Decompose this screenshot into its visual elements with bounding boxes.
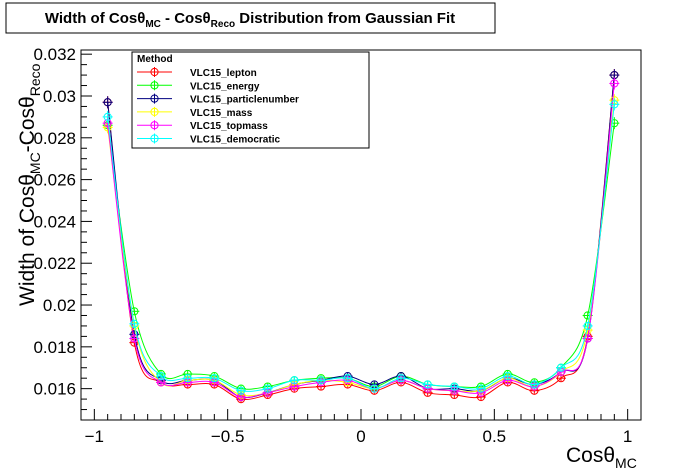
x-axis-label: CosθMC [566, 444, 637, 471]
legend-entry-label: VLC15_particlenumber [190, 95, 299, 106]
data-point [343, 374, 352, 383]
data-point [450, 382, 459, 391]
y-tick-label: 0.018 [33, 338, 76, 357]
data-point [236, 386, 246, 395]
y-tick-label: 0.02 [43, 296, 76, 315]
data-point [370, 384, 379, 393]
data-point [503, 372, 512, 381]
legend-entry-label: VLC15_mass [190, 108, 253, 119]
legend-swatch-marker [150, 94, 159, 103]
y-tick-label: 0.022 [33, 254, 76, 273]
y-tick-label: 0.026 [33, 171, 76, 190]
title-box [5, 2, 496, 34]
legend-swatch-marker [150, 107, 159, 117]
series-line-VLC15_democratic [107, 104, 615, 392]
legend-entry-label: VLC15_topmass [190, 121, 268, 132]
y-tick-label: 0.016 [33, 380, 76, 399]
data-point [583, 334, 592, 343]
data-point [103, 98, 112, 107]
data-point [530, 380, 539, 389]
data-point [210, 374, 219, 383]
y-tick-label: 0.032 [33, 45, 76, 64]
legend-entry-label: VLC15_energy [190, 81, 260, 92]
chart-title: Width of CosθMC - CosθReco Distribution … [45, 10, 455, 30]
y-tick-label: 0.024 [33, 212, 76, 231]
legend-swatch-marker [150, 134, 159, 143]
x-tick-label: 0.5 [483, 427, 507, 446]
legend-entry-label: VLC15_democratic [190, 135, 280, 146]
data-point [423, 380, 432, 389]
y-axis-label: Width of CosθMC-CosθReco [16, 63, 43, 306]
legend-swatch-marker [150, 67, 159, 77]
legend-swatch-marker [150, 121, 159, 130]
data-point [183, 374, 192, 383]
legend-entry-label: VLC15_lepton [190, 68, 257, 79]
x-tick-label: 1 [623, 427, 632, 446]
legend-title: Method [137, 54, 173, 65]
y-tick-label: 0.03 [43, 87, 76, 106]
data-point [103, 112, 112, 121]
plot-area: −1 −0.5 0 0.5 1 0.016 0.018 0.02 0.022 0.024 0.026… [33, 45, 642, 446]
data-point [263, 384, 272, 393]
series-line-VLC15_particlenumber [107, 75, 615, 399]
data-point [396, 374, 406, 383]
data-point [290, 376, 299, 385]
x-tick-label: 0 [356, 427, 365, 446]
data-point [130, 319, 139, 328]
data-point [610, 100, 619, 109]
data-point [556, 363, 566, 372]
legend-swatch-marker [150, 81, 159, 90]
data-point [156, 372, 166, 381]
legend-box [131, 51, 370, 149]
series-line-VLC15_energy [107, 123, 615, 390]
y-tick-label: 0.028 [33, 129, 76, 148]
data-point [476, 384, 486, 393]
data-point [583, 321, 592, 331]
data-point [610, 79, 619, 88]
x-tick-label: −0.5 [211, 427, 245, 446]
data-point [316, 376, 326, 385]
x-tick-label: −1 [85, 427, 104, 446]
series-line-VLC15_lepton [107, 75, 615, 400]
